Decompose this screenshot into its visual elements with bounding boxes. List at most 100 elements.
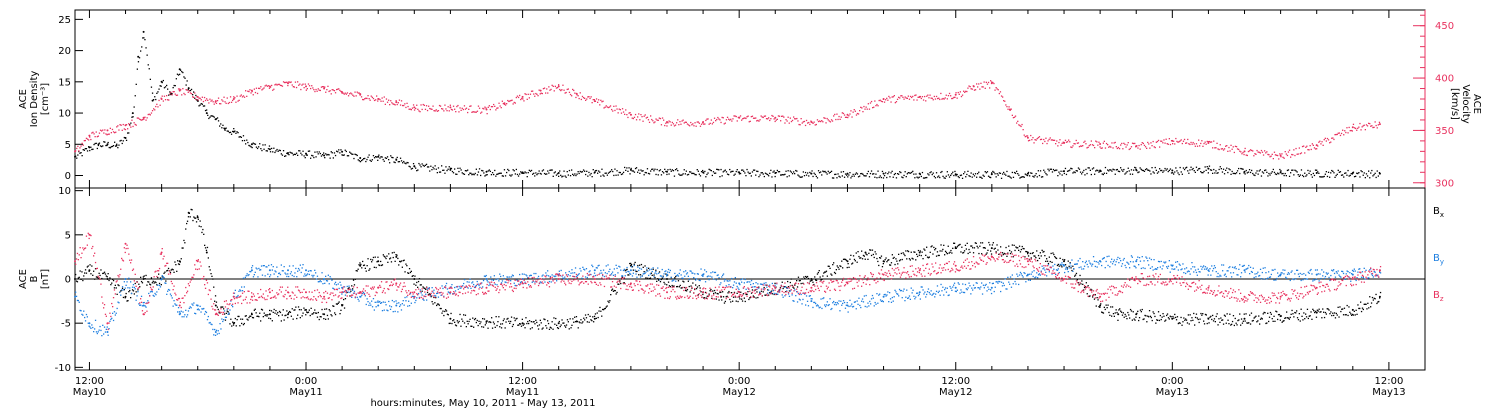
trace-dot — [182, 311, 184, 313]
trace-dot — [404, 103, 406, 105]
data-point — [1351, 308, 1354, 311]
trace-dot — [791, 119, 794, 122]
trace-dot — [673, 279, 675, 281]
trace-dot — [606, 305, 608, 307]
trace-dot — [463, 173, 466, 175]
trace-dot — [761, 172, 763, 174]
trace-dot — [1088, 145, 1090, 147]
trace-dot — [658, 279, 660, 281]
trace-dot — [904, 171, 906, 173]
trace-dot — [497, 278, 499, 280]
trace-dot — [286, 275, 288, 278]
trace-dot — [360, 96, 363, 98]
trace-dot — [324, 308, 326, 310]
trace-dot — [982, 86, 984, 88]
trace-dot — [1209, 141, 1212, 143]
trace-dot — [1170, 316, 1172, 318]
trace-dot — [849, 258, 851, 260]
trace-dot — [1038, 136, 1041, 138]
trace-dot — [278, 272, 281, 274]
data-point — [539, 89, 542, 92]
trace-dot — [1148, 169, 1150, 171]
trace-dot — [728, 118, 730, 120]
trace-dot — [1351, 130, 1353, 132]
trace-dot — [118, 129, 120, 131]
trace-dot — [563, 170, 565, 172]
trace-dot — [524, 327, 526, 329]
trace-dot — [913, 99, 915, 101]
trace-dot — [436, 304, 438, 307]
trace-dot — [833, 262, 835, 264]
trace-dot — [984, 171, 986, 173]
trace-dot — [1323, 311, 1325, 313]
trace-dot — [471, 325, 473, 327]
trace-dot — [1198, 321, 1200, 324]
trace-dot — [820, 171, 822, 173]
trace-dot — [1055, 143, 1057, 145]
trace-dot — [526, 98, 528, 100]
trace-dot — [1022, 247, 1024, 250]
trace-dot — [1252, 319, 1254, 322]
trace-dot — [480, 174, 482, 177]
trace-dot — [1260, 317, 1263, 319]
trace-dot — [894, 289, 896, 291]
trace-dot — [338, 149, 340, 151]
trace-dot — [607, 300, 609, 302]
data-point — [377, 260, 380, 263]
trace-dot — [781, 281, 783, 283]
trace-dot — [209, 98, 211, 100]
trace-dot — [942, 248, 944, 251]
trace-dot — [112, 131, 115, 133]
trace-dot — [129, 124, 131, 126]
trace-dot — [1168, 318, 1170, 320]
trace-dot — [769, 291, 772, 293]
trace-dot — [749, 281, 751, 283]
trace-dot — [676, 122, 678, 124]
trace-dot — [597, 172, 599, 174]
trace-dot — [1157, 319, 1159, 321]
trace-dot — [101, 130, 103, 132]
trace-dot — [158, 284, 161, 286]
trace-dot — [1199, 318, 1201, 320]
trace-dot — [617, 112, 619, 114]
trace-dot — [815, 123, 817, 126]
trace-dot — [1133, 142, 1135, 145]
trace-dot — [1350, 173, 1352, 175]
trace-dot — [1101, 147, 1103, 149]
trace-dot — [1315, 316, 1318, 318]
trace-dot — [863, 295, 865, 297]
trace-dot — [1065, 141, 1068, 143]
trace-dot — [452, 172, 455, 174]
trace-dot — [763, 282, 765, 284]
trace-dot — [1244, 173, 1246, 175]
trace-dot — [101, 335, 103, 337]
trace-dot — [307, 83, 310, 85]
trace-dot — [286, 310, 288, 312]
trace-dot — [151, 110, 154, 112]
trace-dot — [1037, 137, 1039, 139]
trace-dot — [732, 118, 734, 120]
trace-dot — [1067, 260, 1069, 262]
trace-dot — [741, 169, 743, 171]
trace-dot — [838, 300, 840, 302]
trace-dot — [928, 256, 930, 258]
trace-dot — [457, 104, 459, 107]
trace-dot — [123, 128, 125, 130]
trace-dot — [292, 154, 294, 156]
trace-dot — [602, 174, 604, 176]
trace-dot — [860, 306, 862, 309]
trace-dot — [731, 277, 733, 280]
trace-dot — [1368, 170, 1370, 172]
trace-dot — [241, 140, 244, 142]
trace-dot — [1076, 279, 1078, 281]
trace-dot — [663, 273, 665, 275]
trace-dot — [818, 270, 820, 272]
trace-dot — [137, 117, 140, 119]
trace-dot — [281, 154, 284, 156]
trace-dot — [414, 275, 416, 277]
trace-dot — [681, 287, 683, 289]
trace-dot — [641, 170, 643, 172]
trace-dot — [276, 313, 278, 315]
trace-dot — [662, 275, 664, 277]
trace-dot — [518, 324, 520, 326]
